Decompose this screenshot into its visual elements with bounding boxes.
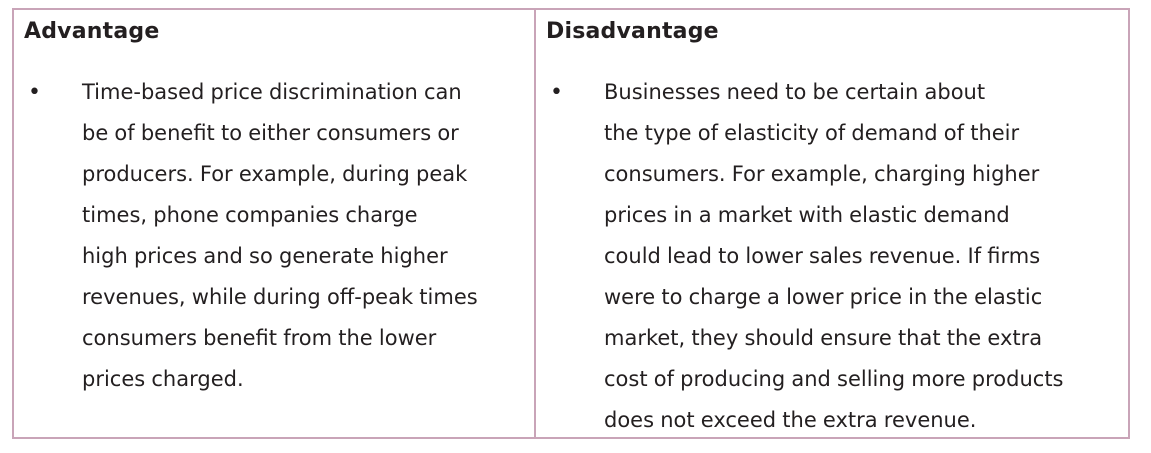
disadvantage-heading: Disadvantage [546,19,719,44]
disadvantage-text: Businesses need to be certain about the … [604,72,1126,441]
bullet-icon: • [550,80,563,105]
comparison-table: Advantage • Time-based price discriminat… [12,8,1130,439]
text-line: could lead to lower sales revenue. If fi… [604,244,1041,268]
text-line: Time-based price discrimination can [82,80,462,104]
text-line: producers. For example, during peak [82,162,468,186]
text-line: were to charge a lower price in the elas… [604,285,1043,309]
text-line: consumers. For example, charging higher [604,162,1040,186]
text-line: prices in a market with elastic demand [604,203,1010,227]
text-line: Businesses need to be certain about [604,80,986,104]
text-line: consumers benefit from the lower [82,326,437,350]
text-line: does not exceed the extra revenue. [604,408,977,432]
text-line: market, they should ensure that the extr… [604,326,1043,350]
advantage-column: Advantage • Time-based price discriminat… [14,10,536,437]
text-line: be of benefit to either consumers or [82,121,459,145]
text-line: cost of producing and selling more produ… [604,367,1064,391]
text-line: times, phone companies charge [82,203,418,227]
text-line: the type of elasticity of demand of thei… [604,121,1020,145]
text-line: prices charged. [82,367,244,391]
disadvantage-column: Disadvantage • Businesses need to be cer… [536,10,1128,437]
text-line: high prices and so generate higher [82,244,448,268]
text-line: revenues, while during off-peak times [82,285,478,309]
bullet-icon: • [28,80,41,105]
advantage-text: Time-based price discrimination can be o… [82,72,532,400]
advantage-heading: Advantage [24,19,160,44]
